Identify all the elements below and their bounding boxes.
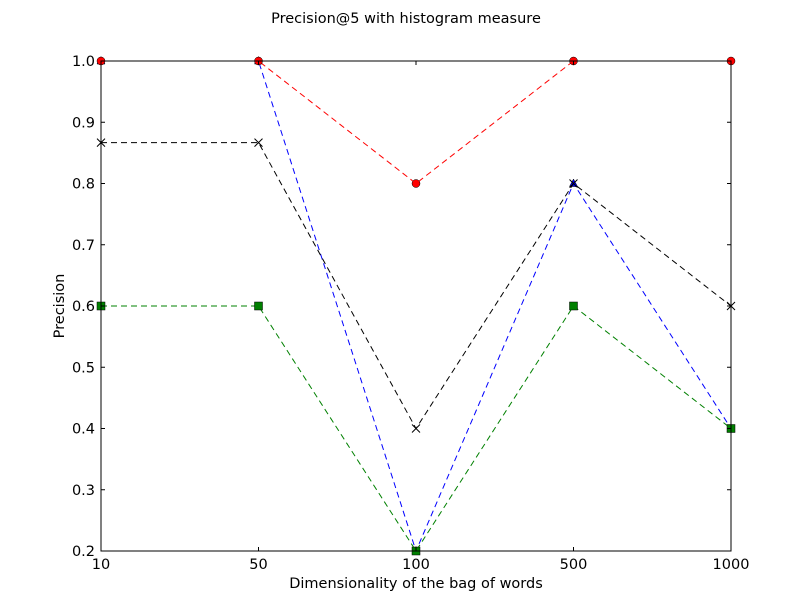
x-tick-label: 100 — [402, 557, 430, 573]
data-point — [254, 301, 263, 311]
y-tick-label: 0.4 — [72, 422, 95, 438]
x-tick-label: 500 — [560, 557, 588, 573]
series-line — [101, 305, 732, 552]
y-tick-label: 0.6 — [72, 299, 95, 315]
series-4 — [96, 138, 736, 433]
y-tick-label: 1.0 — [72, 54, 95, 70]
data-point — [411, 424, 421, 433]
y-tick-label: 0.3 — [72, 483, 95, 499]
x-tick-label: 50 — [249, 557, 267, 573]
y-tick-label: 0.5 — [72, 360, 95, 376]
data-point — [569, 301, 578, 311]
x-tick-label: 10 — [92, 557, 110, 573]
chart-figure: 10 50 100 500 1000 0.2 0.3 0.4 0.5 0.6 0.7 0.8 0.9 1.… — [52, 11, 750, 592]
y-tick-label: 0.8 — [72, 177, 95, 193]
y-tick-label: 0.9 — [72, 115, 95, 131]
tick-layer: 10 50 100 500 1000 0.2 0.3 0.4 0.5 0.6 0.7 0.8 0.9 1.… — [72, 54, 750, 573]
data-point — [569, 179, 578, 188]
chart-title: Precision@5 with histogram measure — [271, 11, 541, 27]
data-point — [411, 179, 421, 188]
y-axis-label: Precision — [52, 274, 68, 339]
line-chart: 10 50 100 500 1000 0.2 0.3 0.4 0.5 0.6 0.7 0.8 0.9 1.… — [52, 11, 750, 592]
y-tick-label: 0.7 — [72, 238, 95, 254]
data-point — [569, 178, 578, 187]
data-point — [254, 138, 263, 147]
y-tick-label: 0.2 — [72, 544, 95, 560]
x-tick-label: 1000 — [713, 557, 750, 573]
x-axis-label: Dimensionality of the bag of words — [289, 576, 543, 592]
